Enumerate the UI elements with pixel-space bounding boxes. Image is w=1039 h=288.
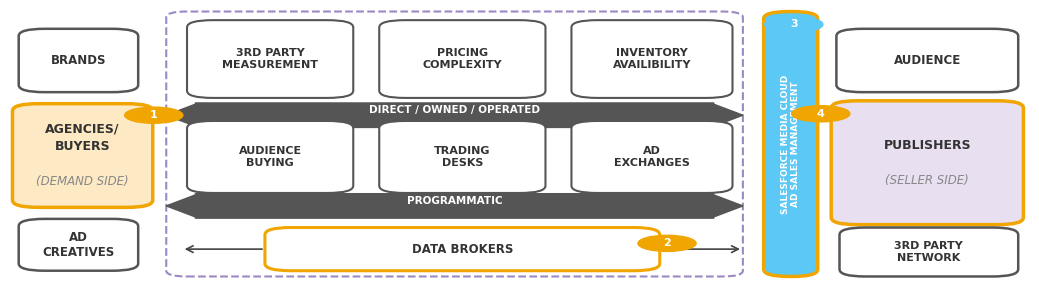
Circle shape	[638, 235, 696, 251]
Text: DATA BROKERS: DATA BROKERS	[411, 242, 513, 256]
FancyBboxPatch shape	[836, 29, 1018, 92]
Polygon shape	[166, 194, 743, 218]
FancyBboxPatch shape	[187, 20, 353, 98]
Text: INVENTORY
AVAILIBILITY: INVENTORY AVAILIBILITY	[613, 48, 691, 70]
Circle shape	[125, 107, 183, 123]
FancyBboxPatch shape	[19, 219, 138, 271]
Polygon shape	[166, 103, 743, 127]
FancyBboxPatch shape	[187, 121, 353, 193]
Text: 4: 4	[817, 109, 825, 119]
FancyBboxPatch shape	[12, 104, 153, 207]
Text: PUBLISHERS: PUBLISHERS	[883, 139, 971, 152]
Text: 2: 2	[663, 238, 671, 248]
FancyBboxPatch shape	[571, 121, 732, 193]
FancyBboxPatch shape	[19, 29, 138, 92]
Text: AD
EXCHANGES: AD EXCHANGES	[614, 146, 690, 168]
Text: BRANDS: BRANDS	[51, 54, 106, 67]
Text: AD
CREATIVES: AD CREATIVES	[43, 231, 114, 259]
FancyBboxPatch shape	[379, 121, 545, 193]
FancyBboxPatch shape	[840, 228, 1018, 276]
Text: (DEMAND SIDE): (DEMAND SIDE)	[36, 175, 129, 188]
FancyBboxPatch shape	[831, 101, 1023, 225]
Text: BUYERS: BUYERS	[55, 140, 110, 153]
Text: (SELLER SIDE): (SELLER SIDE)	[885, 174, 969, 187]
Text: 3RD PARTY
MEASUREMENT: 3RD PARTY MEASUREMENT	[222, 48, 318, 70]
Text: TRADING
DESKS: TRADING DESKS	[434, 146, 490, 168]
FancyBboxPatch shape	[379, 20, 545, 98]
Text: AUDIENCE
BUYING: AUDIENCE BUYING	[239, 146, 301, 168]
Text: SALESFORCE MEDIA CLOUD
AD SALES MANAGEMENT: SALESFORCE MEDIA CLOUD AD SALES MANAGEME…	[781, 74, 800, 214]
Text: 1: 1	[150, 110, 158, 120]
Text: 3: 3	[790, 20, 798, 29]
Circle shape	[792, 106, 850, 122]
FancyBboxPatch shape	[571, 20, 732, 98]
FancyBboxPatch shape	[764, 12, 818, 276]
Text: 3RD PARTY
NETWORK: 3RD PARTY NETWORK	[895, 241, 963, 263]
Text: AUDIENCE: AUDIENCE	[894, 54, 961, 67]
Text: AGENCIES/: AGENCIES/	[46, 123, 119, 136]
Circle shape	[765, 16, 823, 33]
Text: PRICING
COMPLEXITY: PRICING COMPLEXITY	[423, 48, 502, 70]
Text: PROGRAMMATIC: PROGRAMMATIC	[406, 196, 503, 206]
Text: DIRECT / OWNED / OPERATED: DIRECT / OWNED / OPERATED	[369, 105, 540, 115]
FancyBboxPatch shape	[265, 228, 660, 271]
